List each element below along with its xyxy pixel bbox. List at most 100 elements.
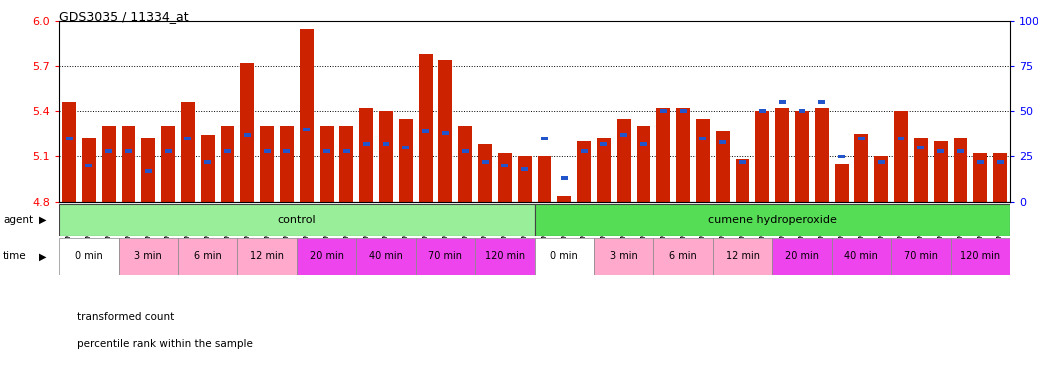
Bar <box>85 164 92 167</box>
Bar <box>399 119 413 202</box>
Bar <box>739 160 746 164</box>
Bar <box>475 238 535 275</box>
Bar <box>713 238 772 275</box>
Bar <box>521 167 528 171</box>
Bar <box>778 101 786 104</box>
Bar <box>181 103 195 202</box>
Bar <box>323 149 330 153</box>
Bar <box>759 109 766 113</box>
Bar <box>656 108 671 202</box>
Text: 3 min: 3 min <box>610 251 637 262</box>
Bar <box>894 111 908 202</box>
Bar <box>359 108 373 202</box>
Bar <box>482 160 489 164</box>
Bar <box>934 141 948 202</box>
Bar <box>102 126 115 202</box>
Text: ▶: ▶ <box>39 215 47 225</box>
Bar <box>438 60 453 202</box>
Bar <box>676 108 690 202</box>
Text: 6 min: 6 min <box>670 251 696 262</box>
Bar <box>977 160 984 164</box>
Bar <box>736 159 749 202</box>
Bar <box>165 149 171 153</box>
Bar <box>913 139 928 202</box>
Bar <box>996 160 1004 164</box>
Bar <box>621 133 627 137</box>
Bar <box>654 238 713 275</box>
Bar <box>854 134 869 202</box>
Bar <box>264 149 271 153</box>
Bar <box>403 146 409 149</box>
Bar <box>835 164 848 202</box>
Bar <box>719 140 727 144</box>
Text: percentile rank within the sample: percentile rank within the sample <box>77 339 252 349</box>
Bar <box>640 142 647 146</box>
Bar <box>878 160 884 164</box>
Bar <box>974 154 987 202</box>
Text: 70 min: 70 min <box>429 251 463 262</box>
Text: 40 min: 40 min <box>370 251 403 262</box>
Text: 12 min: 12 min <box>250 251 284 262</box>
Bar <box>145 169 152 173</box>
Bar <box>891 238 951 275</box>
Bar <box>600 142 607 146</box>
Text: 120 min: 120 min <box>960 251 1001 262</box>
Bar <box>118 238 179 275</box>
Bar <box>261 126 274 202</box>
Bar <box>660 109 666 113</box>
Bar <box>415 238 475 275</box>
Bar <box>422 129 429 133</box>
Bar <box>320 126 333 202</box>
Bar <box>121 126 135 202</box>
Bar <box>379 111 393 202</box>
Bar <box>418 54 433 202</box>
Bar <box>557 195 571 202</box>
Bar <box>957 149 964 153</box>
Bar <box>303 127 310 131</box>
Bar <box>59 204 535 236</box>
Bar <box>775 108 789 202</box>
Bar <box>716 131 730 202</box>
Bar <box>617 119 631 202</box>
Bar <box>362 142 370 146</box>
Bar <box>125 149 132 153</box>
Bar <box>224 149 231 153</box>
Text: 3 min: 3 min <box>135 251 162 262</box>
Bar <box>62 103 76 202</box>
Bar <box>343 149 350 153</box>
Bar <box>818 101 825 104</box>
Bar <box>241 63 254 202</box>
Text: transformed count: transformed count <box>77 312 174 322</box>
Bar <box>280 126 294 202</box>
Bar <box>838 155 845 158</box>
Bar <box>59 238 118 275</box>
Bar <box>244 133 251 137</box>
Bar <box>283 149 291 153</box>
Bar <box>204 160 211 164</box>
Text: 120 min: 120 min <box>485 251 525 262</box>
Bar <box>858 137 865 140</box>
Bar <box>798 109 805 113</box>
Text: time: time <box>3 251 27 262</box>
Bar <box>462 149 469 153</box>
Bar <box>700 137 707 140</box>
Bar <box>297 238 356 275</box>
Bar <box>831 238 891 275</box>
Bar <box>238 238 297 275</box>
Text: 0 min: 0 min <box>550 251 578 262</box>
Bar <box>594 238 653 275</box>
Text: 20 min: 20 min <box>785 251 819 262</box>
Bar <box>185 137 191 140</box>
Text: 12 min: 12 min <box>726 251 760 262</box>
Bar <box>498 154 512 202</box>
Text: 6 min: 6 min <box>194 251 221 262</box>
Text: 40 min: 40 min <box>845 251 878 262</box>
Bar <box>177 238 238 275</box>
Bar <box>65 137 73 140</box>
Bar <box>597 139 610 202</box>
Bar <box>561 176 568 180</box>
Text: agent: agent <box>3 215 33 225</box>
Bar <box>82 139 95 202</box>
Bar <box>518 157 531 202</box>
Text: 20 min: 20 min <box>309 251 344 262</box>
